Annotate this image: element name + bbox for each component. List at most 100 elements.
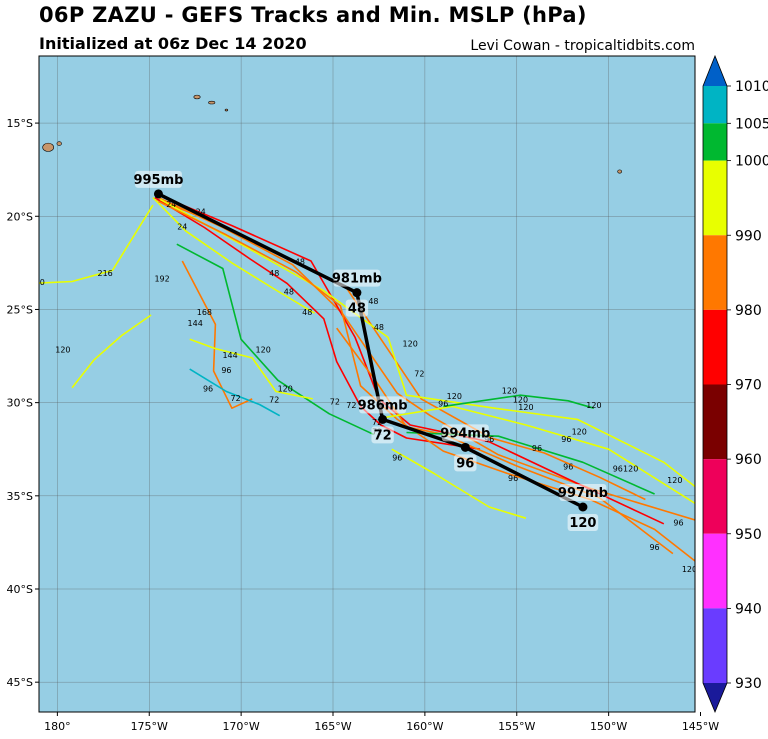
island-0 (42, 142, 55, 152)
hour-label-2: 24 (177, 222, 187, 231)
mean-point-0 (153, 189, 163, 199)
hour-label-33: 120 (518, 403, 533, 412)
hour-label-44: 168 (197, 308, 212, 317)
mean-hour-label-2-text: 72 (374, 428, 392, 443)
hour-label-13: 72 (231, 394, 241, 403)
mean-pressure-label-4-bg (559, 484, 607, 501)
mean-pressure-label-0-bg (134, 170, 182, 188)
mean-pressure-label-3-bg (441, 424, 489, 442)
mean-hour-label-1-bg (345, 299, 369, 317)
hour-label-14: 72 (269, 396, 279, 405)
longitude-axis: 180° 175°W 170°W 165°W 160°W 155°W 150°W 145°W (44, 712, 719, 733)
member-track-9 (181, 260, 253, 409)
hour-label-25: 96 (392, 453, 402, 462)
hour-label-40: 120 (682, 565, 697, 574)
member-track-5 (159, 198, 695, 488)
colorbar-label-0: 1010 (735, 79, 768, 95)
lat-tick-label-0: 15°S (7, 117, 33, 130)
hour-label-47: 240 (30, 278, 45, 287)
hour-label-4: 48 (269, 269, 279, 278)
mean-pressure-label-3: 994mb (440, 424, 490, 442)
lat-tick-label-4: 35°S (7, 490, 33, 503)
colorbar-label-5: 970 (735, 378, 762, 394)
hour-label-10: 72 (346, 401, 356, 410)
hour-label-45: 192 (154, 275, 169, 284)
hour-label-0: 24 (166, 200, 176, 209)
mean-pressure-label-0: 995mb (133, 170, 183, 188)
hour-label-1: 24 (196, 207, 206, 216)
mean-pressure-label-3-text: 994mb (440, 426, 490, 441)
colorbar-label-1: 1005 (735, 116, 768, 132)
lon-tick-label-6: 150°W (590, 720, 627, 733)
lat-tick-label-2: 25°S (7, 303, 33, 316)
mean-point-4 (578, 502, 588, 512)
member-track-1 (158, 196, 695, 521)
land-layer (42, 94, 622, 174)
hour-label-22: 96 (613, 465, 623, 474)
mean-pressure-label-0-text: 995mb (133, 173, 183, 188)
mean-pressure-label-1-bg (333, 269, 381, 287)
lon-tick-label-0: 180° (44, 720, 71, 733)
mean-point-3 (460, 442, 470, 452)
colorbar-label-7: 950 (735, 527, 762, 543)
island-3 (208, 100, 216, 105)
colorbar-label-6: 960 (735, 452, 762, 468)
credit: Levi Cowan - tropicaltidbits.com (470, 38, 695, 54)
lat-tick-label-3: 30°S (7, 397, 33, 410)
mean-hour-label-3-bg (454, 454, 477, 472)
colorbar-label-2: 1000 (735, 154, 768, 170)
map-frame (38, 55, 696, 713)
hour-label-42: 144 (188, 319, 203, 328)
hour-label-15: 72 (414, 370, 424, 379)
hour-label-11: 72 (372, 418, 382, 427)
mean-hour-label-4-bg (567, 514, 599, 531)
lon-tick-label-1: 175°W (131, 720, 168, 733)
mean-hour-label-4-text: 120 (569, 516, 596, 531)
hour-label-35: 120 (586, 401, 601, 410)
hour-label-17: 96 (221, 366, 231, 375)
mean-point-2 (378, 414, 388, 424)
pressure-colorbar: 1010 1005 1000 990 980 970 960 950 940 930 (702, 54, 768, 714)
colorbar-segment-5 (703, 384, 727, 460)
island-1 (56, 141, 62, 146)
mean-hour-label-3: 96 (454, 454, 477, 472)
colorbar-segment-2 (703, 160, 727, 236)
hour-label-37: 120 (623, 465, 638, 474)
hour-label-20: 96 (561, 435, 571, 444)
member-track-12 (189, 368, 281, 417)
island-5 (617, 169, 622, 174)
colorbar-segment-4 (703, 309, 727, 385)
mean-pressure-label-4: 997mb (558, 484, 608, 501)
colorbar-segment-1 (703, 123, 727, 161)
lon-tick-label-5: 155°W (498, 720, 535, 733)
hour-label-43: 144 (222, 351, 237, 360)
colorbar-label-9: 930 (735, 676, 762, 692)
hour-label-8: 48 (374, 323, 384, 332)
mean-hour-label-3-text: 96 (456, 456, 474, 471)
lon-tick-label-7: 145°W (682, 720, 719, 733)
member-track-16 (384, 405, 695, 504)
colorbar-label-3: 990 (735, 228, 762, 244)
lon-tick-label-3: 165°W (314, 720, 351, 733)
colorbar-segment-3 (703, 235, 727, 310)
mean-hour-label-2-bg (371, 426, 394, 444)
hour-label-16: 96 (203, 384, 213, 393)
map-title: 06P ZAZU - GEFS Tracks and Min. MSLP (hP… (39, 3, 587, 27)
hour-label-30: 120 (403, 340, 418, 349)
hour-label-5: 48 (284, 288, 294, 297)
colorbar-segment-0 (703, 86, 727, 124)
mean-hour-label-2: 72 (371, 426, 394, 444)
mean-pressure-label-2-text: 986mb (358, 398, 408, 413)
hour-label-3: 48 (295, 258, 305, 267)
member-track-10 (189, 338, 313, 400)
colorbar-label-4: 980 (735, 303, 762, 319)
member-track-6 (158, 200, 695, 562)
member-track-7 (176, 243, 374, 436)
mean-pressure-label-2: 986mb (358, 396, 408, 414)
hour-label-36: 120 (572, 427, 587, 436)
hour-label-26: 96 (649, 543, 659, 552)
hour-label-9: 72 (330, 398, 340, 407)
graticule (39, 56, 695, 712)
hour-label-38: 120 (667, 476, 682, 485)
